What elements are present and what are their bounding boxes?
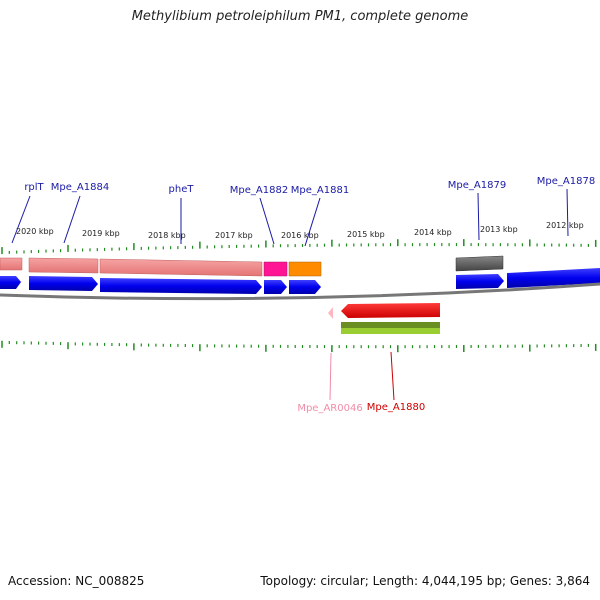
gene-label-Mpe_A1879[interactable]: Mpe_A1879 bbox=[448, 180, 506, 191]
label-leader-lines-top bbox=[11, 188, 569, 247]
gene-labels-bottom: Mpe_AR0046 Mpe_A1880 bbox=[297, 402, 425, 414]
gene-label-Mpe_A1882[interactable]: Mpe_A1882 bbox=[230, 185, 288, 196]
cds-Mpe_A1884[interactable] bbox=[29, 276, 98, 291]
gene-label-rplT[interactable]: rplT bbox=[24, 182, 44, 193]
cds-Mpe_A1880-dark[interactable] bbox=[341, 322, 440, 328]
axis-label-2016: 2016 kbp bbox=[281, 231, 319, 240]
gene-feature-Mpe_A1882[interactable] bbox=[263, 261, 288, 277]
genome-summary-text: Topology: circular; Length: 4,044,195 bp… bbox=[260, 574, 590, 588]
gene-labels-top: rplT Mpe_A1884 pheT Mpe_A1882 Mpe_A1881 … bbox=[24, 176, 595, 196]
gene-row-lower bbox=[328, 303, 440, 334]
gene-feature-Mpe_A1880[interactable] bbox=[341, 303, 440, 318]
gene-label-Mpe_A1881[interactable]: Mpe_A1881 bbox=[291, 185, 349, 196]
gene-feature-rplT[interactable] bbox=[0, 257, 23, 271]
leader-Mpe_A1884 bbox=[63, 195, 81, 244]
leader-Mpe_A1878 bbox=[566, 188, 569, 237]
scale-ticks-upper bbox=[1, 239, 597, 255]
cds-row bbox=[0, 268, 600, 294]
cds-rplT[interactable] bbox=[0, 276, 21, 289]
map-title: Methylibium petroleiphilum PM1, complete… bbox=[131, 9, 469, 24]
accession-text: Accession: NC_008825 bbox=[8, 574, 145, 588]
gene-label-Mpe_A1880[interactable]: Mpe_A1880 bbox=[367, 402, 425, 413]
cds-pheT[interactable] bbox=[100, 278, 262, 294]
label-leader-lines-bottom bbox=[329, 351, 395, 401]
gene-feature-Mpe_A1884[interactable] bbox=[28, 257, 99, 274]
gene-feature-Mpe_A1881[interactable] bbox=[288, 261, 322, 277]
leader-Mpe_A1882 bbox=[259, 197, 275, 245]
gene-feature-pheT[interactable] bbox=[99, 258, 263, 277]
leader-Mpe_A1881 bbox=[304, 197, 321, 247]
gene-feature-Mpe_AR0046[interactable] bbox=[328, 307, 333, 319]
axis-label-2020: 2020 kbp bbox=[16, 227, 54, 236]
leader-Mpe_AR0046 bbox=[329, 352, 332, 401]
cds-Mpe_A1882[interactable] bbox=[264, 280, 287, 294]
axis-label-2013: 2013 kbp bbox=[480, 225, 518, 234]
gene-label-pheT[interactable]: pheT bbox=[169, 184, 195, 195]
axis-label-2019: 2019 kbp bbox=[82, 229, 120, 238]
cds-Mpe_A1879[interactable] bbox=[456, 274, 504, 289]
gene-feature-Mpe_A1879[interactable] bbox=[455, 255, 504, 272]
axis-label-2018: 2018 kbp bbox=[148, 231, 186, 240]
axis-label-2017: 2017 kbp bbox=[215, 231, 253, 240]
cds-Mpe_A1881[interactable] bbox=[289, 280, 321, 294]
genome-backbone bbox=[0, 282, 600, 301]
gene-label-Mpe_A1878[interactable]: Mpe_A1878 bbox=[537, 176, 595, 187]
axis-labels: 2020 kbp 2019 kbp 2018 kbp 2017 kbp 2016… bbox=[16, 221, 584, 240]
scale-ticks-lower bbox=[1, 340, 597, 353]
axis-label-2012: 2012 kbp bbox=[546, 221, 584, 230]
gene-label-Mpe_A1884[interactable]: Mpe_A1884 bbox=[51, 182, 109, 193]
gene-row-upper bbox=[0, 255, 504, 277]
gene-label-Mpe_AR0046[interactable]: Mpe_AR0046 bbox=[297, 403, 362, 414]
leader-Mpe_A1880 bbox=[390, 351, 395, 401]
axis-label-2015: 2015 kbp bbox=[347, 230, 385, 239]
axis-label-2014: 2014 kbp bbox=[414, 228, 452, 237]
leader-rplT bbox=[11, 195, 31, 244]
leader-Mpe_A1879 bbox=[477, 192, 480, 241]
cds-Mpe_A1880-light[interactable] bbox=[341, 328, 440, 334]
cds-Mpe_A1878[interactable] bbox=[507, 268, 600, 288]
